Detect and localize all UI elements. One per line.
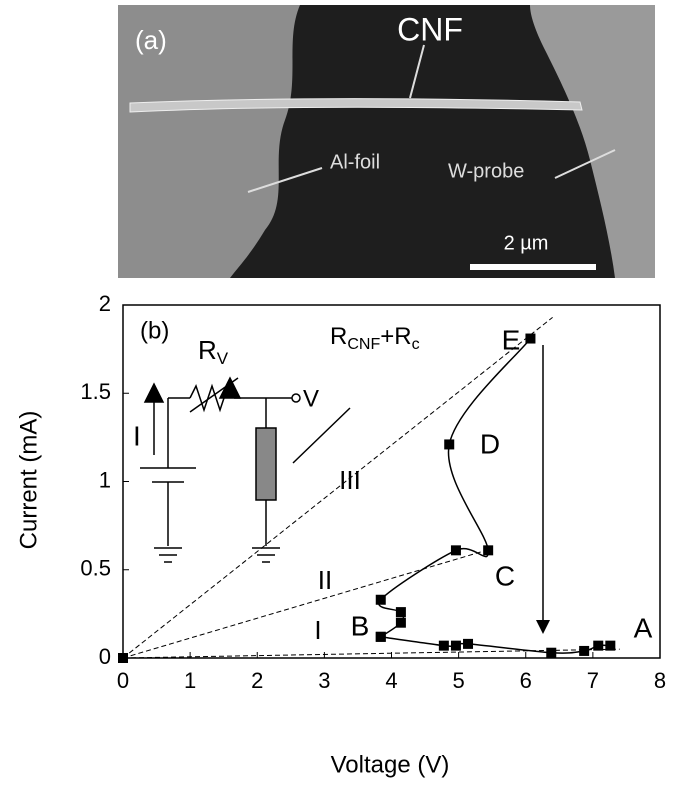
load-label: +R [380,323,411,350]
data-point [376,595,386,605]
data-point [439,641,449,651]
curve [381,637,611,653]
y-tick-label: 0.5 [80,556,111,581]
load-subscript: CNF [347,336,380,353]
transition-arrowhead [536,620,550,634]
y-tick-label: 2 [99,291,111,316]
y-tick-label: 0 [99,644,111,669]
data-point [483,545,493,555]
data-point [525,334,535,344]
x-tick-label: 8 [654,668,666,693]
reference-label: II [318,565,332,595]
page: {"image_panel": {"label": "(a)", "fiber_… [0,0,675,785]
x-tick-label: 7 [587,668,599,693]
y-axis-label: Current (mA) [15,411,42,550]
reference-label: III [339,465,361,495]
x-tick-label: 4 [385,668,397,693]
data-point [396,618,406,628]
current-label: I [133,420,141,451]
fiber-label: CNF [397,11,463,47]
reference-line [123,649,620,658]
panel-label: (b) [140,317,169,344]
data-point [605,641,615,651]
cnf-resistor [256,428,276,500]
point-label: A [634,612,653,643]
region-label: Al-foil [330,151,380,173]
y-tick-label: 1.5 [80,379,111,404]
x-axis-label: Voltage (V) [331,751,450,778]
x-tick-label: 0 [117,668,129,693]
data-point [444,439,454,449]
region-label: W-probe [448,160,524,182]
resistor-label: RV [198,335,229,369]
x-tick-label: 2 [251,668,263,693]
reference-line [123,317,553,658]
resistor-subscript: V [217,349,229,368]
load-subscript: c [412,336,420,353]
data-point [463,639,473,649]
sem-image: (a) CNF Al-foil W-probe 2 µm [118,5,655,278]
data-point [396,607,406,617]
data-point [376,632,386,642]
curve [379,339,531,637]
scale-label: 2 µm [504,232,549,254]
data-point [451,641,461,651]
data-point [451,545,461,555]
resistor-label: R [198,335,217,365]
load-label: RCNF+Rc [330,323,420,353]
point-label: E [502,324,521,355]
point-label: C [495,560,515,591]
current-arrowhead [145,384,163,402]
reference-label: I [314,615,321,645]
pointer [293,408,350,463]
data-point [593,641,603,651]
x-tick-label: 6 [520,668,532,693]
reference-line [123,549,492,658]
terminal [292,394,300,402]
voltage-label: V [303,385,319,412]
x-tick-label: 3 [318,668,330,693]
point-label: B [351,610,370,641]
data-point [546,648,556,658]
load-label: R [330,323,347,350]
x-tick-label: 1 [184,668,196,693]
point-label: D [480,428,500,459]
y-tick-label: 1 [99,467,111,492]
panel-label: (a) [135,25,167,55]
data-point [118,653,128,663]
figure: (a) CNF Al-foil W-probe 2 µm (b) Voltage… [0,0,675,785]
data-point [579,646,589,656]
x-tick-label: 5 [453,668,465,693]
